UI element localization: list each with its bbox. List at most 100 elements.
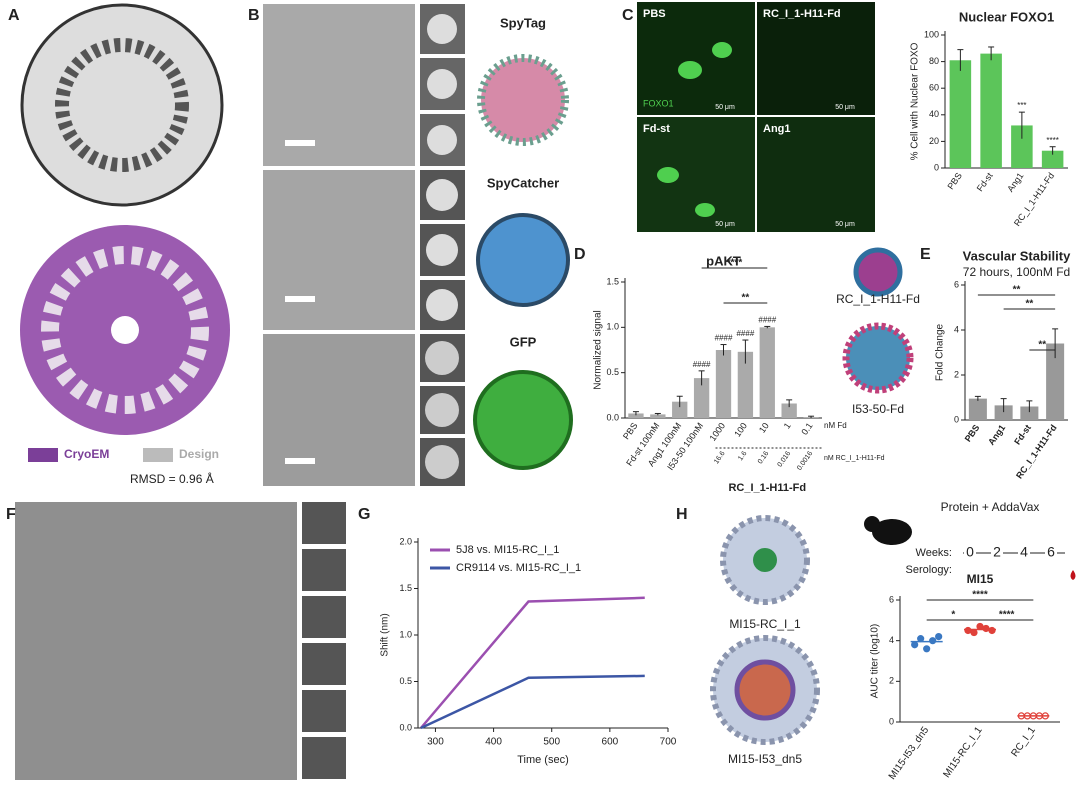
chart-subtitle: 72 hours, 100nM Fd xyxy=(963,265,1070,279)
y-tick-label: 0.0 xyxy=(606,412,619,422)
y-tick-label: 1.0 xyxy=(606,322,619,332)
model-core xyxy=(753,548,777,572)
y-tick-label: 0 xyxy=(954,414,959,424)
legend-label: Design xyxy=(179,447,219,461)
y-tick-label: 1.5 xyxy=(399,583,412,593)
model-texture xyxy=(41,246,209,414)
model-label: RC_I_1-H11-Fd xyxy=(836,292,920,306)
mouse-icon xyxy=(864,516,880,532)
x-tick-label: 0.1 xyxy=(799,421,814,437)
image-label: PBS xyxy=(643,8,666,20)
particle xyxy=(425,445,459,479)
significance-label: **** xyxy=(999,610,1015,621)
unit-label: nM Fd xyxy=(824,421,847,430)
bar xyxy=(737,351,754,418)
weeks-label: Weeks: xyxy=(916,547,952,559)
model-label: MI15-RC_I_1 xyxy=(729,617,801,631)
spycatcher-model xyxy=(476,213,570,307)
bar xyxy=(781,403,797,418)
particle xyxy=(426,289,458,321)
rmsd-label: RMSD = 0.96 Å xyxy=(130,471,214,486)
concentration-label: 1.6 xyxy=(737,450,748,462)
x-tick-label: 700 xyxy=(660,737,677,748)
y-tick-label: 1.0 xyxy=(399,629,412,639)
y-tick-label: 0 xyxy=(889,716,894,726)
bar xyxy=(759,327,775,418)
x-tick-label: RC_I_1 xyxy=(1009,725,1038,759)
y-tick-label: 0.5 xyxy=(606,367,619,377)
y-tick-label: 2 xyxy=(954,369,959,379)
significance-label: * xyxy=(951,610,955,621)
panel-label: D xyxy=(574,246,586,263)
data-point xyxy=(923,645,931,653)
x-tick-label: MI15-RC_I_1 xyxy=(942,725,985,780)
legend-swatch xyxy=(28,448,58,462)
bar xyxy=(715,350,732,418)
nucleus xyxy=(712,42,732,58)
scale-bar xyxy=(285,140,315,146)
panel-label: A xyxy=(8,7,20,24)
timepoint: 6 xyxy=(1047,544,1055,560)
data-point xyxy=(970,628,978,637)
line-series xyxy=(419,596,645,729)
legend-label: CryoEM xyxy=(64,447,109,461)
x-tick-label: 500 xyxy=(543,737,560,748)
significance-label: ** xyxy=(741,293,749,304)
data-point xyxy=(911,641,919,649)
image-label: RC_I_1-H11-Fd xyxy=(763,8,841,20)
particle xyxy=(425,341,459,375)
chart-title: Nuclear FOXO1 xyxy=(959,9,1054,24)
mouse-icon xyxy=(872,519,912,545)
protocol-label: Protein + AddaVax xyxy=(941,500,1040,514)
particle xyxy=(425,393,459,427)
bar xyxy=(949,60,972,168)
model-label: SpyCatcher xyxy=(487,175,559,190)
y-tick-label: 100 xyxy=(924,29,939,39)
y-tick-label: 2 xyxy=(889,676,894,686)
significance-label: **** xyxy=(727,258,743,269)
nucleus xyxy=(695,203,715,217)
model-core xyxy=(734,659,796,721)
particle xyxy=(426,234,458,266)
panel-label: E xyxy=(920,246,931,263)
line-series xyxy=(420,674,645,730)
data-point xyxy=(982,624,990,633)
nanoparticle-model xyxy=(853,247,903,297)
particle xyxy=(426,179,458,211)
x-tick-label: 400 xyxy=(485,737,502,748)
x-tick-label: PBS xyxy=(945,171,964,191)
data-point xyxy=(935,632,943,641)
legend-label: 5J8 vs. MI15-RC_I_1 xyxy=(456,544,559,556)
nanoparticle-model xyxy=(842,322,914,394)
x-tick-label: 100 xyxy=(732,421,749,439)
x-axis-label: Time (sec) xyxy=(517,754,569,766)
spytag-model xyxy=(477,54,569,146)
y-tick-label: 1.5 xyxy=(606,276,619,286)
class-average xyxy=(302,502,346,544)
concentration-label: 0.0016 xyxy=(796,450,814,472)
x-tick-label: PBS xyxy=(621,421,640,441)
nucleus xyxy=(678,61,702,79)
y-tick-label: 80 xyxy=(929,56,939,66)
class-average xyxy=(302,643,346,685)
micrograph xyxy=(263,170,415,330)
y-tick-label: 6 xyxy=(889,594,894,604)
label-bg xyxy=(1018,545,1030,561)
significance-label: **** xyxy=(972,590,988,601)
data-point xyxy=(929,637,937,645)
y-tick-label: 0 xyxy=(934,162,939,172)
class-average xyxy=(302,596,346,638)
significance-label: *** xyxy=(1017,101,1026,110)
data-point xyxy=(976,622,984,631)
x-tick-label: 300 xyxy=(427,737,444,748)
significance-label: **** xyxy=(1046,136,1058,145)
bar xyxy=(1020,406,1039,420)
timepoint: 4 xyxy=(1020,544,1028,560)
chart-title: MI15 xyxy=(967,572,994,586)
chart-title: pAKT xyxy=(706,253,741,268)
bar xyxy=(994,405,1013,420)
fluorescence-image xyxy=(757,117,875,232)
image-label: Ang1 xyxy=(763,123,791,135)
significance-label: ** xyxy=(1025,299,1033,310)
